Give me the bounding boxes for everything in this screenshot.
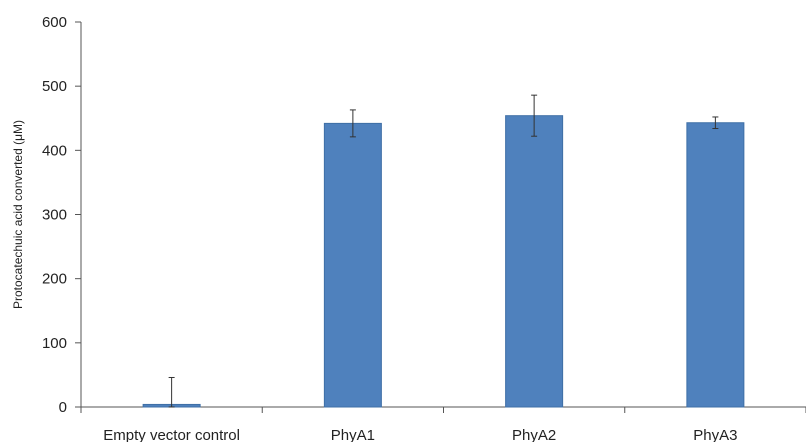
y-tick-label: 100 [42, 335, 67, 352]
y-tick-label: 600 [42, 14, 67, 31]
y-tick-label: 500 [42, 78, 67, 95]
bar [686, 122, 745, 408]
x-tick-label: PhyA3 [693, 427, 737, 442]
error-bar [712, 116, 719, 130]
error-bar [531, 94, 538, 137]
bar [323, 122, 382, 408]
y-axis: 0 100 200 300 400 500 600 [42, 14, 82, 416]
y-tick-label: 300 [42, 207, 67, 224]
x-axis: Empty vector control PhyA1 PhyA2 PhyA3 [80, 406, 806, 442]
error-bars [168, 94, 719, 408]
y-tick-label: 400 [42, 142, 67, 159]
error-bar [349, 109, 356, 138]
x-tick-label: PhyA2 [512, 427, 556, 442]
y-tick-label: 200 [42, 271, 67, 288]
bars [142, 115, 745, 408]
x-tick-label: Empty vector control [103, 427, 240, 442]
bar [505, 115, 564, 408]
error-bar [168, 376, 175, 408]
x-tick-label: PhyA1 [331, 427, 375, 442]
y-tick-label: 0 [59, 399, 67, 416]
y-axis-title: Protocatechuic acid converted (μM) [11, 120, 25, 309]
